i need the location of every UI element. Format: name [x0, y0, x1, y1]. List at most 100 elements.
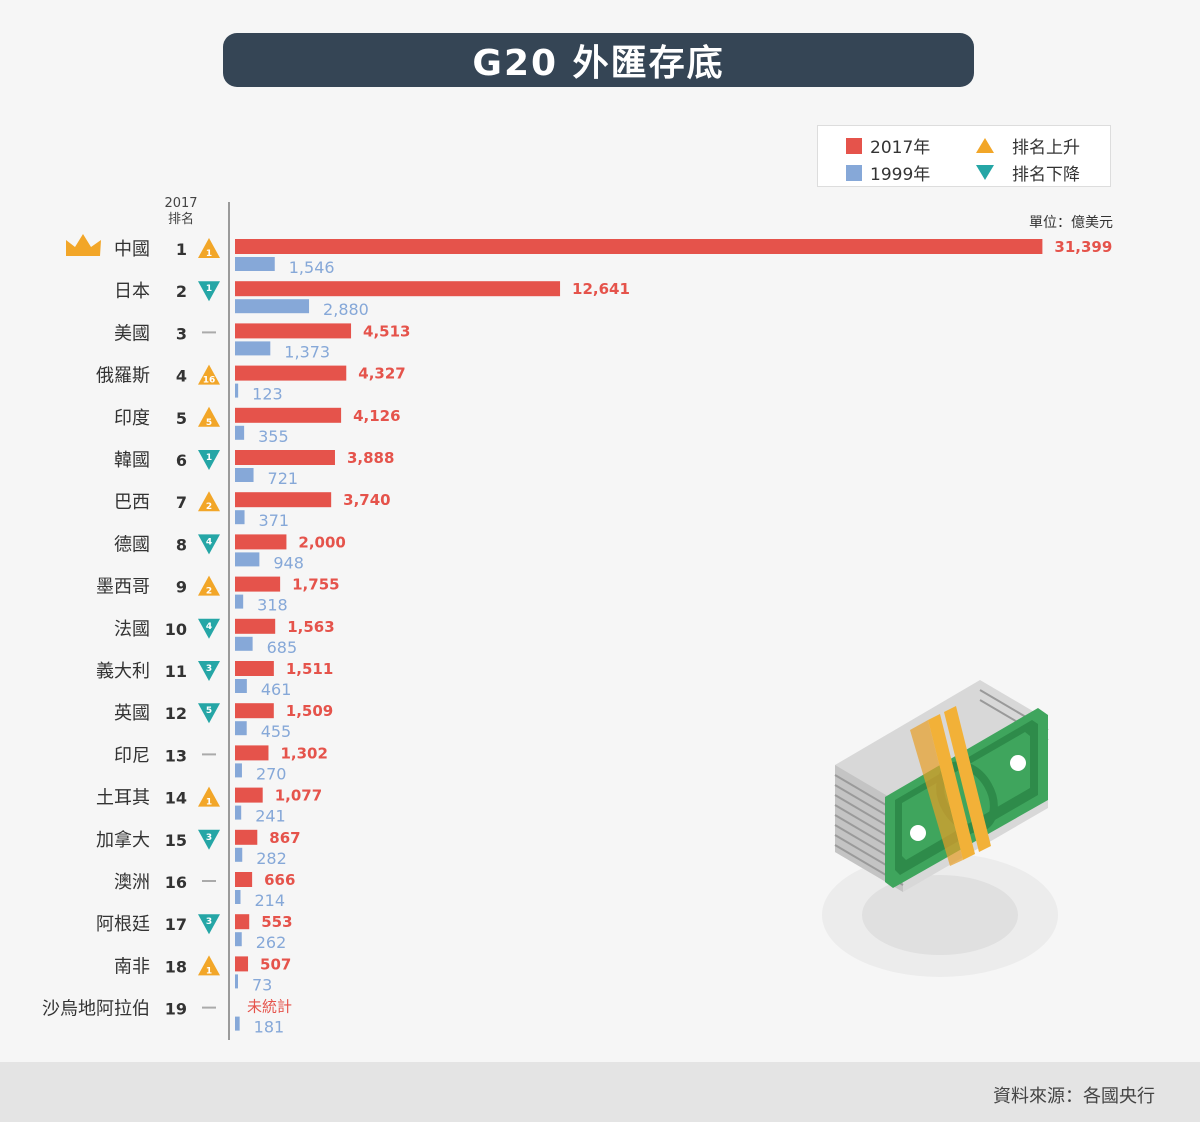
rank-up-icon — [198, 406, 220, 427]
rank-number: 12 — [165, 704, 187, 723]
category-label: 中國 — [114, 239, 150, 260]
rank-number: 7 — [176, 493, 187, 512]
bar-1999 — [235, 890, 241, 904]
rank-down-icon — [198, 618, 220, 639]
rank-up-icon — [198, 491, 220, 512]
bar-2017 — [235, 872, 253, 887]
value-label-1999: 721 — [268, 469, 299, 488]
rank-change-number: 16 — [203, 376, 216, 386]
rank-number: 1 — [176, 240, 187, 259]
bar-1999 — [235, 805, 242, 820]
rank-number: 6 — [176, 451, 187, 470]
bar-1999 — [235, 425, 245, 440]
rank-header: 2017 排名 — [160, 196, 202, 228]
category-label: 德國 — [114, 534, 150, 555]
rank-header-label: 排名 — [167, 212, 194, 227]
value-label-1999: 1,373 — [284, 342, 330, 361]
legend-item-1999: 1999年 — [846, 160, 930, 185]
rank-number: 8 — [176, 535, 187, 554]
source-label: 資料來源：各國央行 — [993, 1086, 1155, 1107]
rank-up-icon — [198, 955, 220, 976]
category-label: 俄羅斯 — [96, 366, 150, 387]
rank-down-icon — [198, 914, 220, 935]
rank-down-icon — [198, 534, 220, 555]
category-label: 韓國 — [114, 450, 150, 471]
legend-label-2017: 2017年 — [870, 138, 931, 158]
rank-up-icon — [198, 364, 220, 385]
value-label-1999: 461 — [261, 680, 292, 699]
rank-number: 10 — [165, 620, 187, 639]
money-stack-icon — [822, 680, 1058, 977]
rank-up-icon — [198, 575, 220, 596]
rank-down-icon — [198, 829, 220, 850]
value-label-2017: 12,641 — [572, 280, 630, 298]
legend-item-rank-up: 排名上升 — [976, 133, 1080, 158]
category-label: 印度 — [114, 408, 150, 429]
rank-number: 3 — [176, 324, 187, 343]
value-label-2017: 1,563 — [287, 618, 334, 636]
rank-change-number: 1 — [206, 249, 212, 259]
value-label-2017: 31,399 — [1054, 238, 1112, 256]
rank-number: 18 — [165, 957, 187, 976]
category-label: 印尼 — [114, 745, 150, 766]
bar-1999 — [235, 847, 243, 862]
bar-1999 — [235, 257, 275, 271]
crown-icon — [66, 234, 101, 256]
bar-2017 — [235, 281, 561, 297]
value-label-1999: 262 — [256, 933, 287, 952]
bar-2017 — [235, 661, 274, 676]
rank-header-year: 2017 — [164, 196, 198, 211]
value-label-1999: 455 — [261, 722, 292, 741]
bar-2017 — [235, 576, 281, 592]
category-label: 墨西哥 — [96, 577, 150, 598]
bar-2017 — [235, 365, 347, 381]
bar-1999 — [235, 594, 244, 609]
rank-change-number: 3 — [206, 833, 212, 843]
value-label-1999: 270 — [256, 764, 287, 783]
bar-2017 — [235, 703, 274, 719]
rank-change-number: 3 — [206, 917, 212, 927]
rank-number: 15 — [165, 831, 187, 850]
category-label: 巴西 — [114, 492, 150, 513]
category-label: 沙烏地阿拉伯 — [42, 999, 150, 1020]
rank-number: 19 — [165, 1000, 187, 1019]
rank-up-icon — [976, 138, 994, 153]
category-label: 土耳其 — [96, 788, 150, 809]
value-label-1999: 73 — [252, 975, 272, 994]
bar-2017 — [235, 787, 263, 803]
legend-item-rank-down: 排名下降 — [976, 160, 1080, 185]
legend-label-1999: 1999年 — [870, 165, 931, 185]
value-label-2017: 4,126 — [353, 407, 400, 425]
chart-title: G20 外匯存底 — [472, 43, 725, 84]
value-label-2017: 2,000 — [298, 533, 345, 551]
rank-number: 4 — [176, 367, 187, 386]
rank-number: 9 — [176, 578, 187, 597]
rank-change-number: 1 — [206, 966, 212, 976]
value-label-2017: 1,755 — [292, 576, 339, 594]
legend-label-rank-down: 排名下降 — [1012, 165, 1080, 185]
rank-number: 13 — [165, 746, 187, 765]
category-label: 英國 — [114, 703, 150, 724]
value-label-2017: 4,327 — [358, 365, 405, 383]
legend: 2017年 1999年 排名上升 排名下降 — [817, 125, 1111, 187]
rank-change-number: 4 — [206, 622, 212, 632]
rank-change-number: 5 — [206, 418, 212, 428]
bar-2017 — [235, 829, 258, 845]
rank-up-icon — [198, 786, 220, 807]
value-label-2017: 4,513 — [363, 322, 410, 340]
value-label-2017: 未統計 — [247, 998, 292, 1016]
bar-2017 — [235, 914, 250, 930]
value-label-2017: 1,511 — [286, 660, 333, 678]
value-label-2017: 867 — [269, 829, 300, 847]
bar-1999 — [235, 383, 239, 398]
unit-label: 單位：億美元 — [1029, 215, 1113, 231]
category-label: 法國 — [114, 619, 150, 640]
bar-2017 — [235, 492, 332, 508]
bar-2017 — [235, 239, 1043, 254]
value-label-1999: 318 — [257, 596, 288, 615]
bar-2017 — [235, 956, 249, 972]
rank-down-icon — [198, 661, 220, 681]
category-label: 美國 — [114, 323, 150, 344]
value-label-1999: 371 — [259, 511, 290, 530]
rank-down-icon — [198, 281, 220, 302]
